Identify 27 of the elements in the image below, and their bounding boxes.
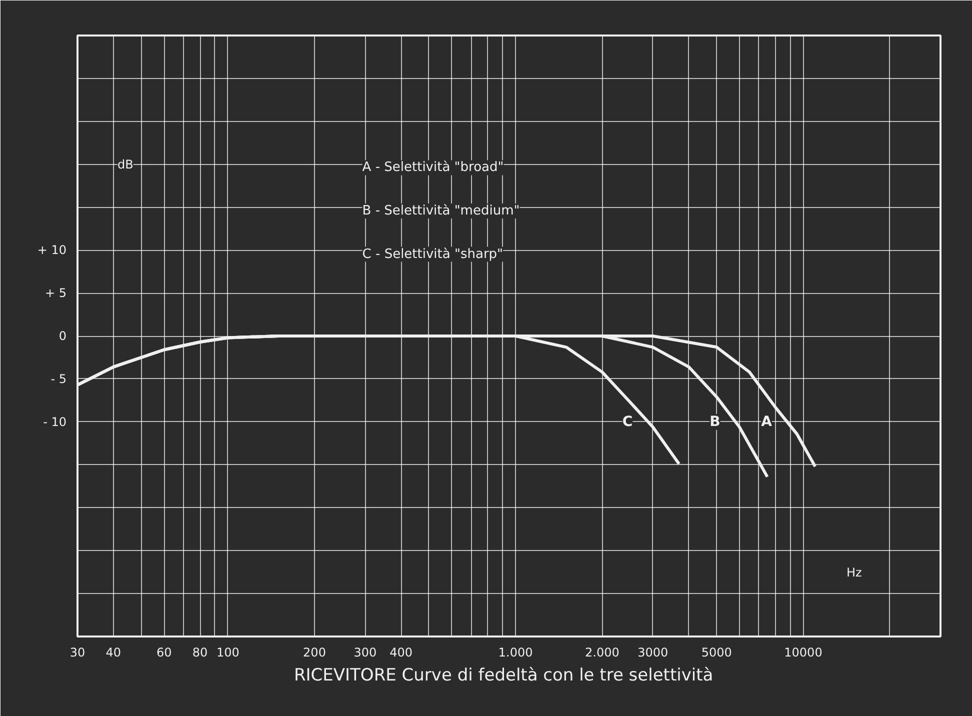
x-tick-label: 80 (192, 646, 208, 660)
x-tick-label: 300 (354, 646, 377, 660)
series-label: A (761, 414, 772, 430)
y-tick-label: + 5 (44, 286, 67, 300)
y-axis-title: dB (118, 157, 134, 172)
y-tick-label: + 10 (37, 243, 66, 258)
x-tick-label: 400 (390, 646, 413, 660)
x-tick-label: 10000 (784, 646, 822, 660)
annotation: A - Selettività "broad" (362, 160, 504, 176)
annotation: B - Selettività "medium" (362, 203, 520, 218)
series-label: C (622, 414, 633, 430)
annotation: C - Selettività "sharp" (362, 246, 504, 262)
x-tick-label: 3000 (638, 646, 668, 660)
x-tick-label: 60 (156, 646, 172, 660)
y-tick-label: - 5 (50, 372, 66, 386)
y-tick-label: 0 (58, 329, 67, 343)
x-tick-label: 5000 (701, 646, 732, 660)
y-tick-label: - 10 (43, 414, 67, 429)
x-tick-label: 2.000 (585, 646, 620, 660)
x-tick-label: 30 (70, 646, 86, 660)
x-tick-label: 100 (216, 646, 240, 660)
x-tick-label: 200 (303, 646, 326, 660)
x-axis-title: Hz (846, 566, 862, 580)
x-tick-label: 40 (106, 646, 122, 660)
x-tick-label: 1.000 (498, 646, 533, 660)
series-label: B (710, 414, 720, 430)
chart-title: RICEVITORE Curve di fedeltà con le tre selettività (294, 666, 714, 686)
